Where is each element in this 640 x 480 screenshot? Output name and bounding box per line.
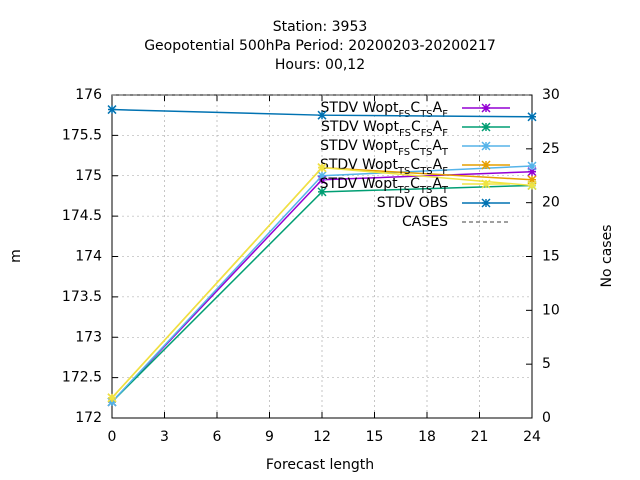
legend-marker [481, 141, 491, 151]
point [317, 110, 327, 120]
chart-title: Hours: 00,12 [275, 57, 365, 73]
y-tick-label: 172.5 [62, 370, 102, 386]
y-tick-label: 175 [75, 168, 102, 184]
legend-text: STDV Wopt [321, 119, 399, 135]
y-tick-label: 175.5 [62, 127, 102, 143]
point [107, 393, 117, 403]
legend-text: FS [398, 147, 410, 158]
legend-text: A [433, 100, 443, 116]
legend-text: FS [398, 109, 410, 120]
legend-text: CASES [402, 214, 448, 230]
y-axis-label: m [8, 249, 24, 263]
y-tick-label: 174 [75, 249, 102, 265]
legend-label: STDV OBS [377, 195, 448, 211]
y2-tick-label: 25 [542, 141, 560, 157]
y2-axis-label: No cases [599, 225, 615, 288]
legend-label: STDV WoptFSCTSAF [321, 100, 449, 120]
point [527, 175, 537, 185]
legend-text: TS [419, 185, 432, 196]
legend-marker [481, 198, 491, 208]
legend-text: C [411, 119, 421, 135]
y2-tick-label: 10 [542, 302, 560, 318]
y2-tick-label: 20 [542, 195, 560, 211]
series-line [111, 166, 533, 399]
legend-text: F [442, 166, 448, 177]
x-tick-label: 0 [108, 429, 117, 445]
y-tick-label: 173 [75, 329, 102, 345]
legend-text: A [432, 176, 442, 192]
legend-text: FS [399, 128, 411, 139]
x-tick-label: 3 [160, 429, 169, 445]
legend-text: A [432, 138, 442, 154]
legend-label: STDV WoptFSCTSAT [320, 138, 449, 158]
point [317, 163, 327, 173]
x-tick-label: 9 [265, 429, 274, 445]
y-tick-label: 172 [75, 410, 102, 426]
legend-label: STDV WoptTSCTSAT [320, 176, 449, 196]
y2-tick-label: 0 [542, 410, 551, 426]
legend-text: TS [397, 185, 410, 196]
series [107, 105, 537, 122]
legend-label: STDV WoptFSCFSAF [321, 119, 448, 139]
legend-text: T [441, 185, 449, 196]
legend-text: STDV Wopt [320, 138, 398, 154]
chart-title: Geopotential 500hPa Period: 20200203-202… [144, 38, 496, 54]
y-tick-label: 174.5 [62, 208, 102, 224]
point [527, 180, 537, 190]
legend-text: C [410, 138, 420, 154]
legend-text: F [442, 109, 448, 120]
legend-text: TS [419, 166, 432, 177]
legend-text: FS [421, 128, 433, 139]
point [527, 112, 537, 122]
legend-text: C [410, 157, 420, 173]
x-tick-label: 12 [313, 429, 331, 445]
x-axis-label: Forecast length [266, 457, 374, 473]
legend-text: T [441, 147, 449, 158]
y-tick-label: 176 [75, 87, 102, 103]
chart-title: Station: 3953 [273, 19, 368, 35]
point [107, 105, 117, 115]
legend-text: TS [397, 166, 410, 177]
point [527, 167, 537, 177]
y2-tick-label: 5 [542, 356, 551, 372]
legend-label: CASES [402, 214, 448, 230]
point [317, 175, 327, 185]
x-tick-label: 18 [418, 429, 436, 445]
series-line [111, 184, 533, 403]
legend-text: A [433, 157, 443, 173]
legend-marker [481, 160, 491, 170]
legend-text: STDV Wopt [320, 176, 398, 192]
series [107, 163, 537, 403]
legend-text: STDV Wopt [321, 100, 399, 116]
y-tick-label: 173.5 [62, 289, 102, 305]
legend-text: A [433, 119, 443, 135]
series-line [111, 166, 533, 399]
legend-text: TS [419, 147, 432, 158]
point [317, 187, 327, 197]
legend-text: C [410, 176, 420, 192]
legend-text: TS [419, 109, 432, 120]
legend-marker [481, 103, 491, 113]
x-tick-label: 24 [523, 429, 541, 445]
legend-text: C [410, 100, 420, 116]
point [527, 161, 537, 171]
y2-tick-label: 15 [542, 249, 560, 265]
legend-text: F [442, 128, 448, 139]
y2-tick-label: 30 [542, 87, 560, 103]
legend-marker [481, 122, 491, 132]
legend-marker [481, 179, 491, 189]
x-tick-label: 15 [366, 429, 384, 445]
series [107, 161, 537, 407]
point [107, 397, 117, 407]
point [317, 171, 327, 181]
x-tick-label: 21 [471, 429, 489, 445]
x-tick-label: 6 [213, 429, 222, 445]
legend-text: STDV OBS [377, 195, 448, 211]
